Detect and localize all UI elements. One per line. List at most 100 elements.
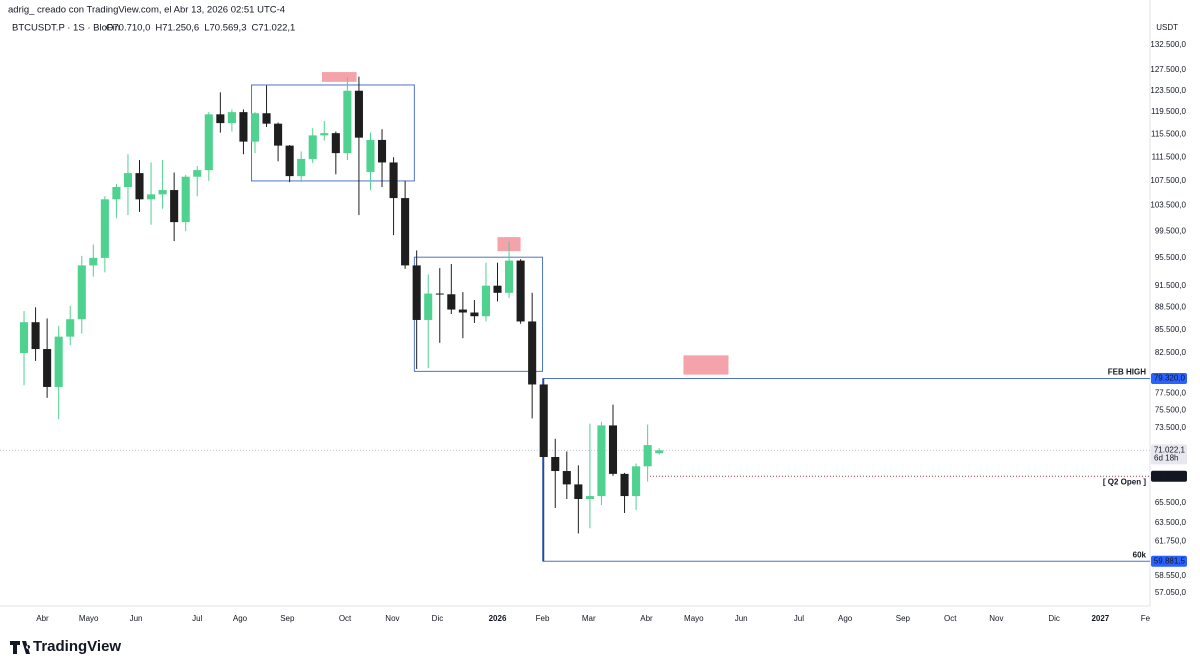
- y-tick-label: 127.500,0: [1150, 65, 1186, 74]
- candle-body: [366, 139, 375, 172]
- y-axis-unit: USDT: [1156, 23, 1178, 32]
- candle-body: [354, 90, 363, 138]
- x-tick-label: Mayo: [684, 614, 704, 623]
- y-tick-label: 73.500,0: [1155, 423, 1187, 432]
- y-tick-label: 63.500,0: [1155, 518, 1187, 527]
- candle-body: [204, 114, 213, 171]
- y-tick-label: 95.500,0: [1155, 253, 1187, 262]
- candle-body: [608, 425, 618, 474]
- y-tick-label: 75.500,0: [1155, 406, 1187, 415]
- level-name: [ Q2 Open ]: [1103, 477, 1146, 486]
- candle-body: [285, 145, 294, 177]
- y-tick-label: 91.500,0: [1155, 281, 1187, 290]
- candle-body: [43, 349, 52, 387]
- y-tick-label: 65.500,0: [1155, 498, 1187, 507]
- x-tick-label: Abr: [36, 614, 49, 623]
- candle-body: [470, 312, 479, 317]
- level-tag: [1151, 555, 1187, 567]
- ohlc-value: L70.569,3: [204, 23, 246, 34]
- candle-body: [100, 199, 109, 258]
- last-price-tag: [1151, 444, 1187, 465]
- y-tick-label: 123.500,0: [1150, 86, 1186, 95]
- candle-body: [528, 321, 537, 385]
- candle-body: [435, 293, 444, 295]
- candle-body: [31, 322, 40, 350]
- candle-body: [632, 466, 641, 497]
- candle-body: [516, 260, 525, 322]
- level-value-label: 79.320,0: [1154, 374, 1186, 383]
- y-tick-label: 111.500,0: [1152, 152, 1187, 161]
- candle-body: [170, 190, 179, 223]
- x-tick-label: Abr: [640, 614, 653, 623]
- candle-body: [447, 294, 456, 310]
- candle-body: [227, 112, 236, 124]
- candle-body: [481, 285, 491, 317]
- x-tick-label: Sep: [896, 614, 911, 623]
- y-tick-label: 85.500,0: [1155, 325, 1187, 334]
- candle-body: [250, 113, 260, 142]
- tv-logo: [10, 641, 31, 654]
- x-tick-label: Nov: [989, 614, 1003, 623]
- candle-body: [458, 309, 467, 313]
- ohlc-value: H71.250,6: [155, 23, 199, 34]
- candle-body: [389, 162, 398, 199]
- level-value-label: 59.881,5: [1154, 556, 1186, 565]
- x-tick-label: Dic: [1048, 614, 1060, 623]
- candle-body: [239, 112, 248, 142]
- candle-body: [551, 457, 560, 472]
- candle-body: [585, 496, 594, 500]
- candle-body: [112, 187, 121, 200]
- candle-body: [539, 384, 548, 458]
- candle-body: [77, 265, 86, 320]
- candle-body: [262, 113, 271, 124]
- level-tag: [1151, 470, 1187, 482]
- x-tick-label: Jul: [794, 614, 804, 623]
- candle-body: [158, 190, 167, 195]
- y-tick-label: 99.500,0: [1155, 226, 1187, 235]
- x-tick-label: Jun: [735, 614, 748, 623]
- y-tick-label: 132.500,0: [1150, 40, 1186, 49]
- x-tick-label: Jul: [192, 614, 202, 623]
- x-tick-label: Mar: [582, 614, 596, 623]
- candle-body: [19, 322, 29, 353]
- level-name: FEB HIGH: [1108, 368, 1146, 377]
- candle-body: [643, 445, 652, 467]
- y-tick-label: 77.500,0: [1155, 389, 1187, 398]
- y-tick-label: 119.500,0: [1151, 107, 1187, 116]
- level-value-label: 68.247,0: [1154, 471, 1186, 480]
- supply-zone: [321, 72, 357, 82]
- x-tick-label: Oct: [944, 614, 957, 623]
- level-name: 60k: [1133, 550, 1147, 559]
- y-tick-label: 107.500,0: [1150, 176, 1186, 185]
- y-tick-label: 61.750,0: [1155, 536, 1187, 545]
- candle-body: [216, 114, 225, 124]
- x-tick-label: Sep: [280, 614, 295, 623]
- candle-body: [193, 170, 202, 177]
- candle-body: [401, 198, 410, 266]
- candle-body: [412, 265, 421, 320]
- x-tick-label: Oct: [339, 614, 352, 623]
- candle-body: [574, 484, 583, 500]
- x-tick-label: Mayo: [79, 614, 99, 623]
- brand: TradingView: [33, 638, 121, 655]
- candle-body: [123, 173, 132, 188]
- candle-body: [320, 133, 329, 136]
- y-tick-label: 88.500,0: [1155, 302, 1187, 311]
- candle-body: [135, 173, 144, 200]
- x-tick-label: Fe: [1141, 614, 1151, 623]
- symbol: BTCUSDT.P · 1S · BloFin: [12, 23, 120, 34]
- ohlc-value: O70.710,0: [106, 23, 150, 34]
- x-tick-label: 2026: [489, 614, 507, 623]
- y-tick-label: 58.550,0: [1155, 571, 1187, 580]
- candle-body: [274, 123, 283, 146]
- y-tick-label: 103.500,0: [1150, 201, 1186, 210]
- y-tick-label: 82.500,0: [1155, 348, 1187, 357]
- candle-body: [493, 285, 502, 293]
- candle-body: [308, 135, 317, 159]
- x-tick-label: Jun: [130, 614, 143, 623]
- candle-body: [597, 425, 606, 497]
- last-price-label: 71.022,1: [1154, 445, 1186, 454]
- credit: adrig_ creado con TradingView.com, el Ab…: [8, 5, 285, 16]
- x-tick-label: Dic: [432, 614, 444, 623]
